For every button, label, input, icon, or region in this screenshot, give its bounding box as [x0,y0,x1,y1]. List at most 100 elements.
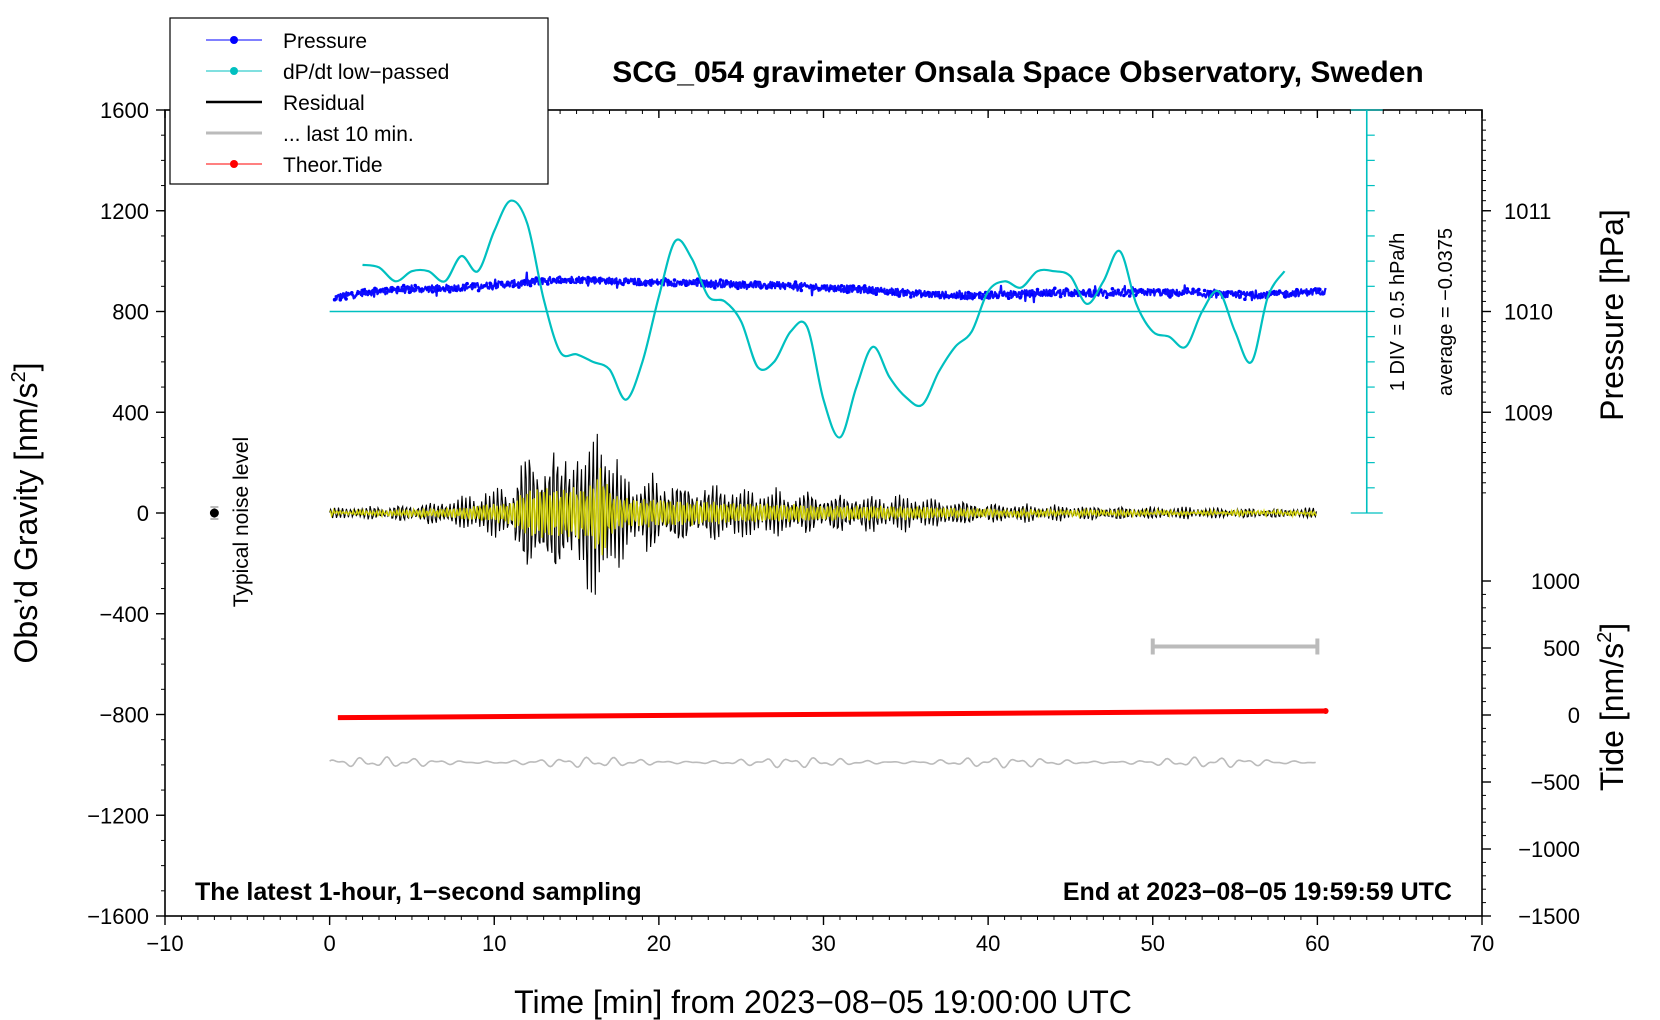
y-tide-end: ] [1594,623,1630,632]
x-tick-label: 40 [976,931,1000,956]
pressure-point [603,279,608,284]
pressure-tick-label: 1011 [1504,199,1551,224]
pressure-point [332,297,337,302]
pressure-point [972,295,976,300]
pressure-point [592,276,596,280]
legend-dot-dpdt [230,67,238,75]
pressure-point [672,278,677,282]
pressure-point [1289,292,1293,296]
pressure-point [528,283,533,288]
pressure-point [914,289,919,294]
pressure-point [620,282,625,286]
pressure-point [897,294,901,298]
pressure-point [1185,287,1190,291]
pressure-point [989,290,994,295]
series-tide-end [1322,707,1329,714]
pressure-point [626,280,631,285]
pressure-point [505,282,510,287]
legend-dot-tide [230,160,238,168]
x-tick-label: 20 [647,931,671,956]
pressure-point [367,289,371,294]
pressure-point [632,281,636,286]
pressure-point [448,289,452,294]
pressure-point [471,282,475,286]
series-residual-filtered [329,467,1317,556]
axes: −10 0 10 20 30 40 50 60 70 −1600 −1200 −800 −400 0 400… [87,98,1580,956]
y-left-end: ] [8,363,44,372]
pressure-point [920,293,925,297]
pressure-point [1122,293,1126,298]
dpdt-scale-text: 1 DIV = 0.5 hPa/h [1387,233,1409,391]
pressure-point [546,282,550,286]
pressure-point [690,281,694,286]
pressure-point [401,283,406,288]
pressure-point [1104,295,1109,300]
pressure-point [1024,292,1028,297]
x-tick-label: 50 [1141,931,1165,956]
pressure-point [1208,289,1213,294]
pressure-point [1006,296,1011,301]
pressure-point [960,294,965,299]
pressure-point [1254,294,1259,298]
pressure-point [839,284,844,288]
pressure-point [1248,291,1253,295]
pressure-point [413,283,418,288]
pressure-point [770,283,775,288]
y-axis-title-left: Obs’d Gravity [nm/s2] [8,363,44,664]
pressure-point [730,282,734,287]
bottom-left-note: The latest 1-hour, 1−second sampling [195,878,642,906]
pressure-point [1197,287,1201,292]
pressure-point [580,277,585,281]
pressure-point [355,291,360,296]
bottom-right-note: End at 2023−08−05 19:59:59 UTC [1063,878,1452,906]
pressure-point [396,285,400,290]
pressure-point [1001,293,1005,297]
pressure-point [344,297,348,301]
pressure-point [707,281,711,285]
pressure-point [695,277,700,282]
pressure-point [851,284,855,288]
pressure-point [1243,297,1247,302]
pressure-point [609,280,613,285]
x-tick-label: 30 [811,931,835,956]
legend-label-residual: Residual [283,92,365,115]
pressure-point [753,280,757,284]
pressure-point [782,285,786,289]
pressure-point [1179,292,1184,296]
pressure-tick-label: 1010 [1504,300,1553,325]
pressure-point [828,286,832,291]
pressure-point [482,284,487,288]
pressure-point [1041,292,1046,296]
pressure-point [816,286,821,291]
y-left-main: Obs’d Gravity [nm/s [8,383,44,664]
pressure-point [643,283,648,287]
pressure-point [955,294,959,299]
pressure-point [799,288,804,293]
pressure-point [718,278,723,282]
pressure-point [655,280,659,285]
pressure-point [932,291,936,296]
pressure-point [937,293,942,298]
pressure-point [540,277,544,281]
y-tick-label: 0 [137,501,149,526]
pressure-point [476,288,481,293]
x-tick-label: −10 [146,931,183,956]
pressure-point [909,295,913,299]
pressure-point [551,277,556,282]
annotations [209,109,1383,655]
pressure-point [1070,291,1074,296]
pressure-point [1116,288,1120,293]
pressure-point [453,288,458,292]
pressure-point [430,290,435,294]
pressure-point [724,279,729,283]
pressure-point [615,280,619,285]
pressure-point [793,280,798,284]
pressure-point [522,279,527,284]
pressure-point [1047,292,1051,297]
pressure-point [1231,293,1236,297]
pressure-point [788,282,792,287]
pressure-point [1081,292,1086,296]
pressure-point [1127,294,1132,298]
y-axis-title-pressure: Pressure [hPa] [1594,209,1630,421]
y-tick-label: −400 [99,602,149,627]
